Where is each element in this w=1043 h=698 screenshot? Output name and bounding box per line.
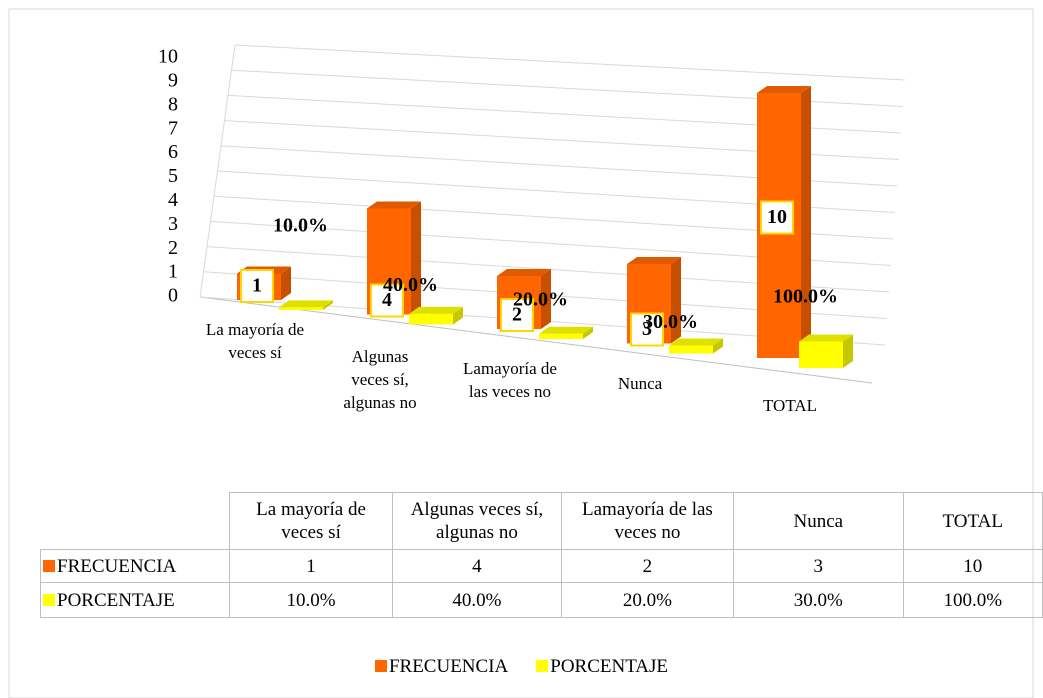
table-header: Algunas veces sí, algunas no [392, 492, 562, 550]
data-label-box [500, 298, 534, 332]
data-label: 10.0% [273, 215, 328, 237]
legend-label: FRECUENCIA [388, 656, 509, 677]
bar [539, 326, 593, 339]
y-tick-label: 0 [168, 285, 178, 307]
legend-key [43, 559, 55, 572]
y-tick-label: 3 [168, 213, 178, 235]
bar-side [713, 338, 723, 354]
table-row-header: PORCENTAJE [39, 582, 231, 618]
y-tick-label: 8 [168, 93, 178, 115]
bar-front [539, 333, 583, 339]
data-label: 100.0% [773, 286, 838, 308]
data-label-box [370, 283, 404, 318]
x-tick-label: La mayoría de veces sí [205, 320, 305, 362]
table-cell: 2 [560, 549, 735, 583]
data-label: 20.0% [513, 289, 568, 311]
table-cell: 10 [902, 549, 1043, 583]
bar-top [669, 338, 723, 346]
data-label: 3 [642, 318, 652, 340]
floor-line [199, 296, 873, 384]
bar-front [279, 307, 323, 310]
data-table: La mayoría de veces sí Algunas veces sí, … [39, 492, 1043, 618]
bar-top [799, 334, 853, 342]
bar [279, 300, 333, 310]
table-cell: 3 [733, 549, 904, 583]
grid-line [234, 44, 906, 81]
y-tick-label: 6 [168, 141, 178, 163]
x-tick-label: Nunca [617, 374, 663, 393]
series-name: PORCENTAJE [57, 589, 175, 611]
data-label-box [760, 200, 794, 235]
x-tick-label: TOTAL [762, 396, 818, 415]
legend: FRECUENCIA PORCENTAJE [0, 656, 1043, 678]
y-tick-label: 2 [168, 237, 178, 259]
bar-side [453, 306, 463, 325]
bar-front [669, 345, 713, 354]
bar-side [671, 257, 681, 344]
table-cell: 1 [229, 549, 394, 583]
data-label: 30.0% [643, 311, 698, 333]
data-label: 40.0% [383, 274, 438, 296]
legend-label: PORCENTAJE [550, 656, 669, 677]
y-tick-label: 7 [168, 117, 178, 139]
table-header: Nunca [733, 492, 904, 550]
bar-top [757, 86, 811, 93]
bar-side [843, 334, 853, 368]
table-cell: 10.0% [229, 582, 394, 618]
bar [669, 338, 723, 354]
chart-border [8, 8, 1034, 698]
y-tick-label: 5 [168, 165, 178, 187]
table-row-header: FRECUENCIA [39, 549, 231, 583]
table-header: TOTAL [902, 492, 1043, 550]
x-tick-label: Lamayoría de las veces no [463, 359, 557, 401]
legend-item: PORCENTAJE [536, 656, 668, 677]
table-header: Lamayoría de las veces no [560, 492, 735, 550]
legend-item: FRECUENCIA [374, 656, 509, 677]
table-row: PORCENTAJE 10.0% 40.0% 20.0% 30.0% 100.0% [39, 582, 1043, 618]
table-cell: 100.0% [902, 582, 1043, 618]
data-label: 10 [767, 206, 787, 228]
legend-key [43, 593, 55, 606]
bar-side [801, 86, 811, 358]
table-cell: 20.0% [560, 582, 735, 618]
bar-side [411, 201, 421, 315]
bar-top [497, 269, 551, 276]
data-label-box [630, 312, 664, 347]
legend-key [374, 660, 387, 672]
table-header: La mayoría de veces sí [229, 492, 394, 550]
y-tick-label: 10 [158, 46, 178, 68]
bar [799, 334, 853, 368]
y-tick-label: 1 [168, 261, 178, 283]
legend-key [536, 660, 549, 672]
y-tick-label: 4 [168, 189, 178, 211]
table-corner [41, 493, 230, 550]
series-name: FRECUENCIA [57, 555, 177, 577]
bar-top [409, 306, 463, 314]
bar-top [539, 326, 593, 334]
bar [409, 306, 463, 325]
y-tick-label: 9 [168, 69, 178, 91]
data-label-box [240, 269, 274, 303]
table-row: FRECUENCIA 1 4 2 3 10 [39, 549, 1043, 583]
bar-side [583, 326, 593, 339]
data-label: 2 [512, 304, 522, 326]
bar-side [323, 300, 333, 310]
table-cell: 40.0% [392, 582, 562, 618]
bar-top [367, 201, 421, 209]
bar-top [627, 257, 681, 264]
table-header-row: La mayoría de veces sí Algunas veces sí, … [41, 492, 1043, 550]
table-cell: 4 [392, 549, 562, 583]
bar-front [409, 313, 453, 325]
bar-front [799, 341, 843, 368]
data-label: 4 [382, 289, 392, 311]
x-tick-label: Algunas veces sí, algunas no [343, 347, 417, 412]
data-label: 1 [252, 275, 262, 297]
bar-side [281, 266, 291, 300]
bar-top [279, 300, 333, 308]
table-cell: 30.0% [733, 582, 904, 618]
bar-side [541, 269, 551, 329]
